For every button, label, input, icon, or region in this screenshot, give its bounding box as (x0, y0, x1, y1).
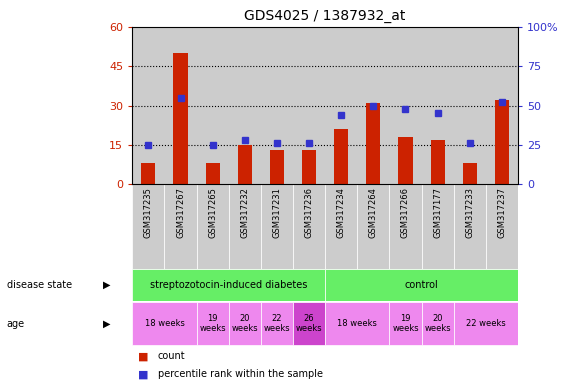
Text: GSM317233: GSM317233 (465, 187, 474, 238)
Text: 18 weeks: 18 weeks (337, 319, 377, 328)
Bar (399, 137, 413, 184)
Bar (196, 184, 229, 269)
Bar (454, 27, 486, 184)
Bar (293, 184, 325, 269)
Bar (132, 270, 325, 301)
Text: count: count (158, 351, 185, 361)
Bar (495, 100, 509, 184)
Text: ▶: ▶ (103, 280, 111, 290)
Text: control: control (405, 280, 439, 290)
Text: GSM317236: GSM317236 (305, 187, 314, 238)
Bar (261, 302, 293, 345)
Text: disease state: disease state (7, 280, 72, 290)
Bar (173, 53, 187, 184)
Bar (141, 163, 155, 184)
Bar (229, 27, 261, 184)
Bar (196, 27, 229, 184)
Bar (454, 184, 486, 269)
Bar (132, 27, 164, 184)
Text: GSM317177: GSM317177 (433, 187, 442, 238)
Bar (422, 184, 454, 269)
Bar (325, 27, 358, 184)
Text: GSM317265: GSM317265 (208, 187, 217, 238)
Text: GSM317264: GSM317264 (369, 187, 378, 238)
Text: GSM317231: GSM317231 (272, 187, 282, 238)
Text: 22 weeks: 22 weeks (466, 319, 506, 328)
Title: GDS4025 / 1387932_at: GDS4025 / 1387932_at (244, 9, 406, 23)
Bar (358, 184, 390, 269)
Bar (390, 184, 422, 269)
Text: GSM317234: GSM317234 (337, 187, 346, 238)
Bar (293, 27, 325, 184)
Text: percentile rank within the sample: percentile rank within the sample (158, 369, 323, 379)
Bar (164, 27, 196, 184)
Text: GSM317235: GSM317235 (144, 187, 153, 238)
Text: GSM317267: GSM317267 (176, 187, 185, 238)
Text: ▶: ▶ (103, 318, 111, 329)
Bar (293, 302, 325, 345)
Bar (238, 145, 252, 184)
Bar (358, 27, 390, 184)
Bar (261, 27, 293, 184)
Text: ■: ■ (138, 369, 149, 379)
Text: 19
weeks: 19 weeks (199, 314, 226, 333)
Bar (431, 140, 445, 184)
Bar (229, 184, 261, 269)
Bar (422, 302, 454, 345)
Bar (454, 302, 518, 345)
Bar (302, 150, 316, 184)
Bar (463, 163, 477, 184)
Bar (422, 27, 454, 184)
Bar (205, 163, 220, 184)
Bar (325, 302, 390, 345)
Text: streptozotocin-induced diabetes: streptozotocin-induced diabetes (150, 280, 307, 290)
Bar (196, 302, 229, 345)
Bar (334, 129, 348, 184)
Bar (132, 184, 164, 269)
Bar (229, 302, 261, 345)
Text: 19
weeks: 19 weeks (392, 314, 419, 333)
Text: ■: ■ (138, 351, 149, 361)
Bar (132, 302, 196, 345)
Text: 22
weeks: 22 weeks (263, 314, 291, 333)
Text: 18 weeks: 18 weeks (145, 319, 184, 328)
Bar (325, 184, 358, 269)
Text: GSM317232: GSM317232 (240, 187, 249, 238)
Text: GSM317237: GSM317237 (497, 187, 506, 238)
Bar (325, 270, 518, 301)
Bar (270, 150, 284, 184)
Text: age: age (7, 318, 25, 329)
Bar (164, 184, 196, 269)
Text: 20
weeks: 20 weeks (425, 314, 451, 333)
Bar (390, 302, 422, 345)
Bar (486, 27, 518, 184)
Bar (390, 27, 422, 184)
Text: 20
weeks: 20 weeks (231, 314, 258, 333)
Text: 26
weeks: 26 weeks (296, 314, 323, 333)
Text: GSM317266: GSM317266 (401, 187, 410, 238)
Bar (486, 184, 518, 269)
Bar (367, 103, 381, 184)
Bar (261, 184, 293, 269)
